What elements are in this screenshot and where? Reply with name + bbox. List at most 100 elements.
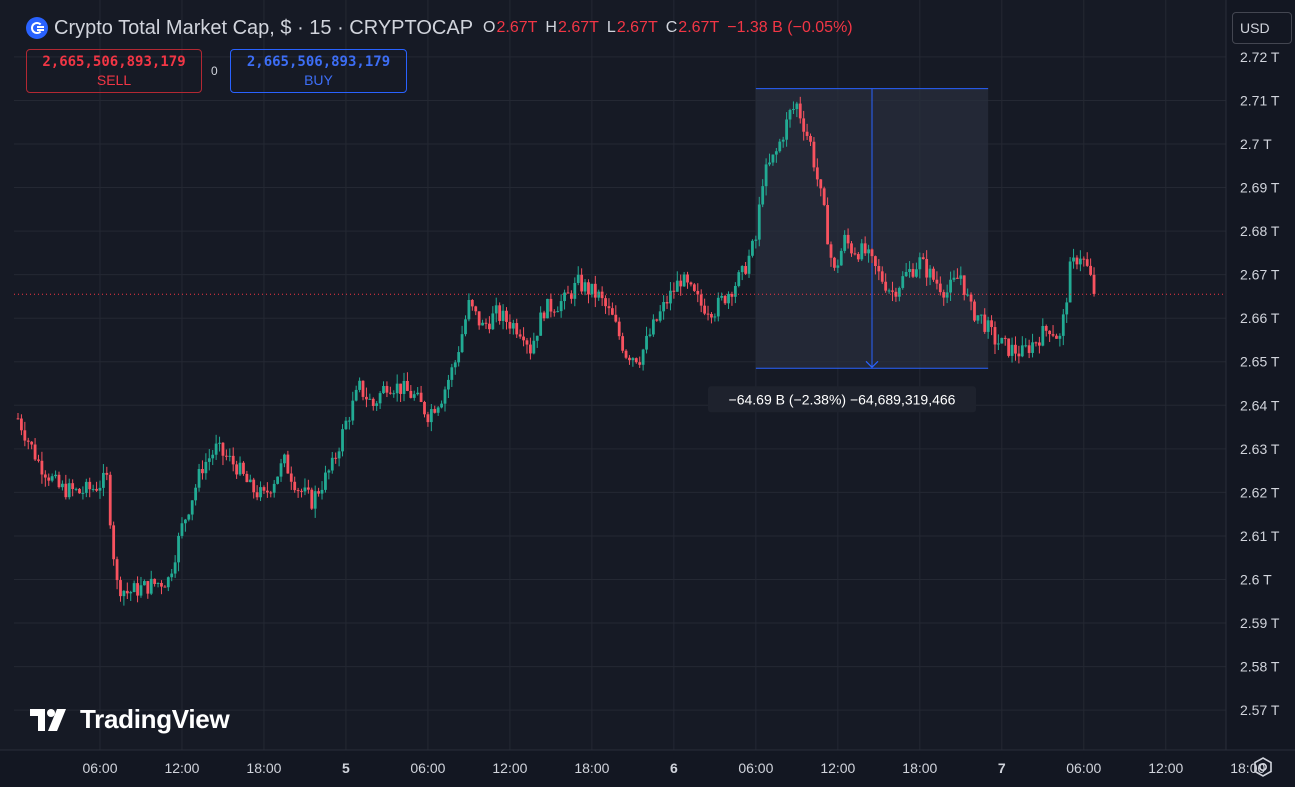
candle-body — [587, 282, 590, 295]
candle-body — [672, 290, 676, 292]
candle-body — [207, 458, 211, 462]
price-axis[interactable]: 2.57 T 2.58 T 2.59 T 2.6 T 2.61 T 2.62 T 2.63 … — [1225, 0, 1295, 787]
candle-body — [894, 291, 898, 297]
candle-body — [235, 464, 239, 475]
candle-body — [675, 280, 679, 292]
buy-button[interactable]: 2,665,506,893,179 BUY — [230, 49, 407, 93]
candle-body — [552, 311, 556, 313]
candle-body — [361, 380, 365, 397]
candle-body — [648, 334, 652, 336]
candle-body — [98, 487, 102, 491]
candle-body — [409, 390, 413, 398]
candle-body — [679, 280, 683, 287]
candle-body — [699, 294, 703, 306]
candle-body — [682, 274, 686, 287]
candle-body — [973, 301, 976, 321]
candle-body — [569, 293, 573, 299]
candle-body — [785, 119, 788, 140]
candle-body — [669, 290, 672, 304]
time-tick-label: 06:00 — [410, 760, 445, 776]
candle-body — [1092, 274, 1096, 294]
candle-body — [740, 265, 744, 273]
time-tick-label: 7 — [998, 760, 1006, 776]
candle-body — [556, 311, 560, 313]
candle-body — [956, 277, 959, 279]
symbol-title[interactable]: Crypto Total Market Cap, $ · 15 · CRYPTO… — [54, 16, 474, 39]
candle-body — [518, 334, 522, 337]
candle-body — [81, 492, 85, 494]
candle-body — [1044, 325, 1048, 331]
candle-body — [713, 316, 717, 318]
candle-body — [1051, 334, 1055, 336]
candle-body — [433, 409, 437, 413]
candle-body — [976, 315, 980, 321]
candle-body — [365, 396, 368, 400]
candle-body — [757, 204, 761, 240]
candle-body — [969, 294, 973, 302]
candle-body — [43, 474, 47, 478]
candle-body — [846, 234, 850, 244]
candle-body — [986, 320, 990, 332]
candle-body — [453, 362, 457, 368]
candle-body — [747, 255, 751, 274]
candle-body — [115, 559, 119, 581]
candle-body — [874, 256, 877, 267]
candle-body — [1003, 337, 1007, 339]
candle-body — [631, 358, 635, 361]
candle-body — [501, 310, 505, 321]
candle-body — [23, 430, 27, 441]
candle-body — [286, 454, 290, 474]
candle-body — [812, 141, 816, 168]
candle-body — [382, 386, 385, 394]
candle-body — [1058, 335, 1062, 339]
candle-body — [860, 243, 864, 260]
candle-body — [706, 313, 710, 315]
candle-body — [474, 306, 478, 312]
candle-body — [494, 305, 498, 314]
candle-body — [194, 487, 198, 501]
candle-body — [358, 380, 361, 390]
candle-body — [966, 294, 970, 296]
candle-body — [371, 398, 375, 406]
close-value: C2.67T — [665, 19, 720, 36]
candle-body — [563, 292, 566, 302]
candle-body — [798, 103, 802, 119]
buy-label: BUY — [304, 72, 333, 88]
chart-legend[interactable]: Crypto Total Market Cap, $ · 15 · CRYPTO… — [26, 14, 853, 42]
candle-body — [716, 297, 720, 317]
measure-tool[interactable]: −64.69 B (−2.38%) −64,689,319,466 — [708, 88, 989, 413]
candle-body — [774, 151, 778, 155]
candle-body — [897, 287, 901, 297]
candle-body — [559, 301, 563, 312]
candle-body — [836, 265, 840, 268]
gear-icon[interactable] — [1252, 756, 1274, 778]
candle-body — [306, 487, 310, 490]
candle-body — [952, 277, 956, 280]
candle-body — [392, 393, 396, 395]
candle-body — [201, 468, 204, 474]
currency-selector[interactable]: USD — [1232, 12, 1292, 44]
tradingview-logo[interactable]: TradingView — [30, 704, 230, 735]
candle-body — [67, 483, 71, 498]
time-axis[interactable]: 06:00 12:00 18:00 5 06:00 12:00 18:00 6 06:00 12:… — [0, 749, 1295, 787]
candle-body — [341, 429, 344, 452]
candle-body — [1061, 314, 1065, 336]
candle-body — [1085, 259, 1089, 266]
candle-body — [1027, 345, 1031, 353]
spread-value: 0 — [211, 64, 218, 78]
candle-body — [498, 305, 502, 321]
candle-body — [269, 492, 273, 494]
price-tick-label: 2.67 T — [1240, 267, 1280, 283]
candle-body — [634, 358, 638, 363]
candle-body — [406, 380, 409, 391]
candle-body — [1031, 342, 1034, 353]
candle-body — [37, 459, 40, 461]
candle-body — [296, 490, 300, 492]
candle-body — [535, 335, 539, 341]
candle-body — [317, 491, 321, 494]
candle-body — [696, 290, 700, 295]
candle-body — [1010, 344, 1014, 356]
sell-button[interactable]: 2,665,506,893,179 SELL — [26, 49, 202, 93]
candle-body — [658, 311, 662, 321]
